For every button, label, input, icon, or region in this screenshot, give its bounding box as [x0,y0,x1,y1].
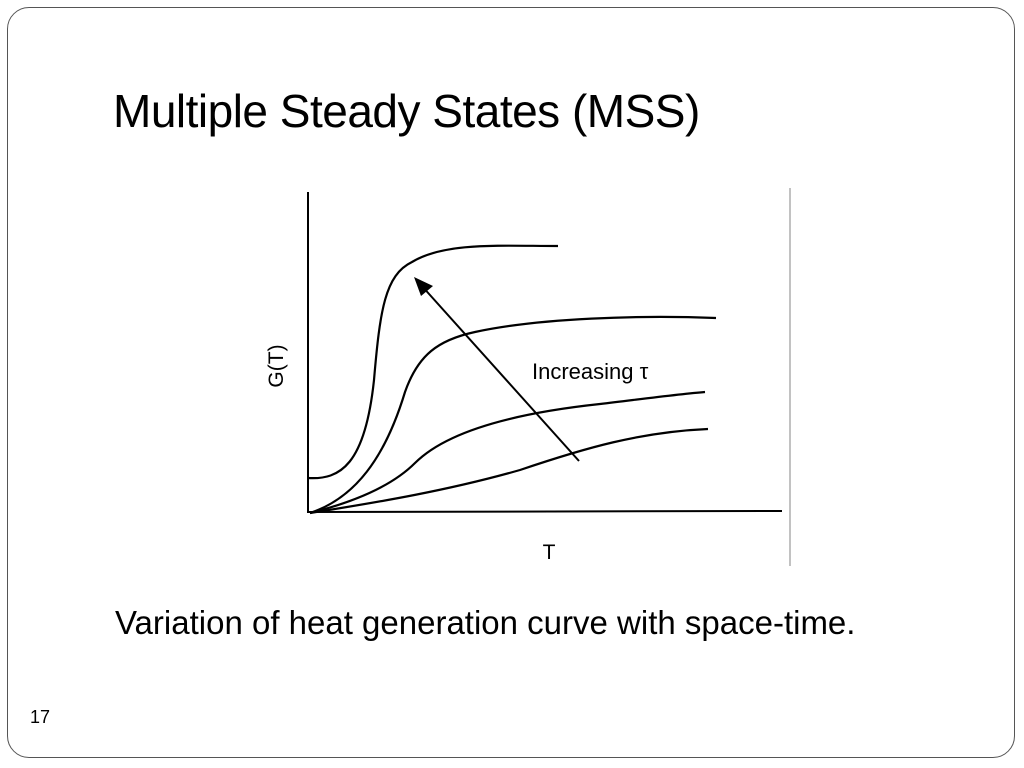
arrow-head [414,277,433,296]
diagram-svg: Increasing τ G(T) T [265,188,791,566]
curve-2 [309,315,717,515]
slide-number: 17 [30,707,51,727]
increasing-tau-arrow [420,284,580,462]
curve-1 [307,244,559,480]
x-axis-label: T [543,541,556,564]
caption: Variation of heat generation curve with … [115,604,856,641]
y-axis-label: G(T) [265,344,288,387]
curve-4 [309,427,709,515]
slide-frame [7,7,1015,758]
heat-generation-diagram: Increasing τ G(T) T [240,180,800,575]
annotation-label: Increasing τ [532,359,649,384]
x-axis [306,510,783,513]
curve-3 [309,390,706,515]
slide-title: Multiple Steady States (MSS) [113,85,700,137]
